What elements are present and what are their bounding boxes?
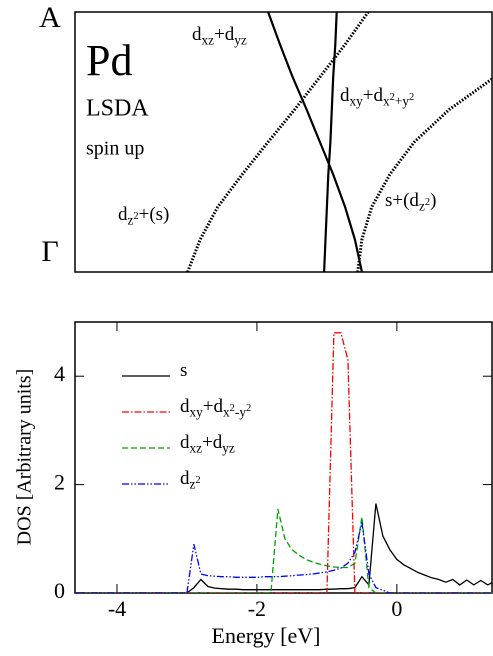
text-part: d [192,24,202,45]
legend-label: dxz+dyz [180,432,235,455]
text-part: s+(d [385,190,419,211]
text-part: 2 [246,403,251,414]
text-part: 2 [230,403,235,414]
legend-label: dxy+dx2-y2 [180,396,251,419]
text-part: s [180,360,187,381]
text-part: xy [350,94,364,109]
text-part: x [383,94,390,109]
text-part: d [340,85,350,106]
x-tick-label: 0 [391,596,402,621]
y-tick-label: 0 [54,578,65,603]
text-part: 2 [409,92,414,103]
text-part: +d [214,24,235,45]
band-line [186,12,370,272]
band-label: dz2+(s) [118,204,169,227]
x-axis-label: Energy [eV] [212,623,321,648]
text-part: xz [190,441,203,456]
text-part: 2 [425,197,430,208]
y-tick-label: 4 [54,361,65,386]
text-part: +d [202,432,223,453]
dos-line [75,332,492,593]
x-tick-label: -2 [248,596,266,621]
text-part: xy [190,405,204,420]
band-label: s+(dz2) [385,190,436,213]
band-label: dxz+dyz [192,24,247,47]
dos-line [75,503,492,593]
dos-lines [75,332,492,593]
dos-line [75,508,492,593]
panel-subtitle: spin up [86,138,144,160]
band-line [356,77,492,272]
text-part: z [190,477,196,492]
y-tick-label: Γ [41,235,58,268]
plot-frame [74,11,493,273]
text-part: d [180,432,190,453]
text-part: d [118,204,128,225]
text-part: -y [235,405,246,420]
legend-label: dz2 [180,468,201,491]
x-tick-label: -4 [108,596,126,621]
text-part: yz [222,441,235,456]
band-label: dxy+dx2+y2 [340,85,414,108]
text-part: 2 [133,211,138,222]
y-tick-label: A [39,1,61,34]
band-line [323,12,338,272]
text-part: +d [203,396,224,417]
panel-subtitle: LSDA [86,96,149,122]
text-part: z [419,199,425,214]
y-tick-label: 2 [54,470,65,495]
text-part: +d [363,85,384,106]
panel-title: Pd [86,36,132,85]
text-part: 2 [390,92,395,103]
text-part: ) [430,190,436,211]
y-axis-label: DOS [Arbitrary units] [14,369,36,546]
text-part: d [180,468,190,489]
plot-frame [74,321,493,594]
band-line [267,12,363,272]
text-part: +(s) [139,204,170,225]
text-part: x [223,405,230,420]
text-part: d [180,396,190,417]
legend-label: s [180,360,187,381]
text-part: xz [202,33,215,48]
text-part: 2 [195,475,200,486]
text-part: yz [234,33,247,48]
bands [186,12,492,272]
text-part: z [128,213,134,228]
dos-line [75,522,492,593]
text-part: +y [395,94,409,109]
